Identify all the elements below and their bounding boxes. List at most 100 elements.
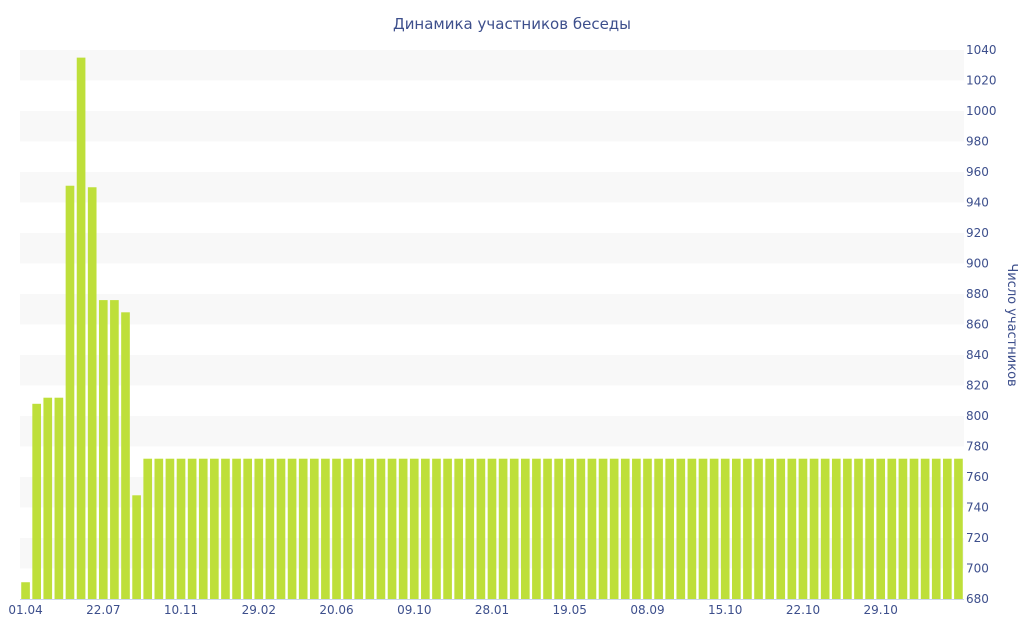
bar[interactable] [54,397,64,599]
bar[interactable] [243,458,252,599]
bar[interactable] [776,458,786,599]
bar[interactable] [698,458,708,599]
bar[interactable] [709,458,719,599]
bar[interactable] [132,495,141,599]
bar[interactable] [898,458,908,599]
bar[interactable] [210,458,219,599]
y-tick-label: 900 [966,257,989,271]
bar[interactable] [654,458,663,599]
bar[interactable] [76,57,86,600]
bar[interactable] [343,458,352,599]
bar[interactable] [443,458,452,599]
bar[interactable] [110,300,119,599]
bar[interactable] [365,458,375,599]
bar[interactable] [376,458,386,599]
grid-band [20,172,964,203]
y-tick-label: 960 [966,165,989,179]
bar[interactable] [232,458,241,599]
bar[interactable] [620,458,630,599]
bar[interactable] [221,458,230,599]
bar[interactable] [765,458,774,599]
bar[interactable] [154,458,164,599]
bar[interactable] [887,458,897,599]
bar[interactable] [820,458,830,599]
bar[interactable] [798,458,808,599]
bar[interactable] [665,458,675,599]
bar[interactable] [509,458,519,599]
bar[interactable] [787,458,797,599]
bar[interactable] [21,582,30,599]
bar[interactable] [398,458,408,599]
bar[interactable] [454,458,464,599]
bar[interactable] [543,458,552,599]
bar[interactable] [143,458,153,599]
bar[interactable] [32,403,41,599]
bar[interactable] [198,458,208,599]
bar[interactable] [587,458,597,599]
bar[interactable] [609,458,619,599]
bar[interactable] [43,397,53,599]
y-tick-label: 980 [966,135,989,149]
bar[interactable] [598,458,608,599]
bar[interactable] [754,458,763,599]
bar[interactable] [643,458,652,599]
y-tick-label: 880 [966,287,989,301]
bar[interactable] [831,458,841,599]
bar[interactable] [498,458,508,599]
bar[interactable] [943,458,952,599]
bar[interactable] [720,458,730,599]
bar[interactable] [276,458,286,599]
bar[interactable] [954,458,963,599]
bar[interactable] [676,458,686,599]
bar[interactable] [421,458,430,599]
bar[interactable] [87,187,97,599]
grid-band [20,355,964,386]
x-tick-label: 15.10 [708,603,742,617]
bar[interactable] [809,458,819,599]
bar[interactable] [532,458,541,599]
bar[interactable] [876,458,886,599]
bar[interactable] [854,458,863,599]
grid-band [20,233,964,264]
bar[interactable] [265,458,275,599]
y-axis-title: Число участников [1004,263,1019,386]
bar[interactable] [187,458,197,599]
bar[interactable] [309,458,319,599]
bar[interactable] [432,458,441,599]
bar[interactable] [843,458,852,599]
bar[interactable] [632,458,641,599]
bar[interactable] [65,185,75,600]
bar[interactable] [865,458,874,599]
chart-title: Динамика участников беседы [393,15,631,33]
bar[interactable] [920,458,930,599]
bar[interactable] [931,458,941,599]
y-tick-label: 860 [966,318,989,332]
bar[interactable] [554,458,563,599]
y-axis-ticks: 680 700 720 740 760 780 800 820 840 860 880 900 920 9… [966,43,997,606]
bar[interactable] [687,458,697,599]
bar[interactable] [98,300,108,599]
bar[interactable] [909,458,919,599]
bar[interactable] [743,458,752,599]
grid-band [20,294,964,325]
bar[interactable] [254,458,264,599]
bar[interactable] [732,458,741,599]
bar[interactable] [287,458,297,599]
bar[interactable] [387,458,397,599]
bar[interactable] [565,458,575,599]
y-tick-label: 760 [966,470,989,484]
bar[interactable] [520,458,530,599]
bar[interactable] [121,312,130,599]
x-axis-ticks: 01.04 22.07 10.11 29.02 20.06 09.10 28.01 19.05… [8,603,897,617]
bar[interactable] [409,458,419,599]
bar[interactable] [176,458,186,599]
bar[interactable] [298,458,308,599]
bar[interactable] [332,458,341,599]
bar[interactable] [321,458,330,599]
bar[interactable] [576,458,586,599]
bar[interactable] [487,458,497,599]
bar[interactable] [476,458,486,599]
bar[interactable] [465,458,475,599]
bar[interactable] [165,458,175,599]
bar[interactable] [354,458,364,599]
